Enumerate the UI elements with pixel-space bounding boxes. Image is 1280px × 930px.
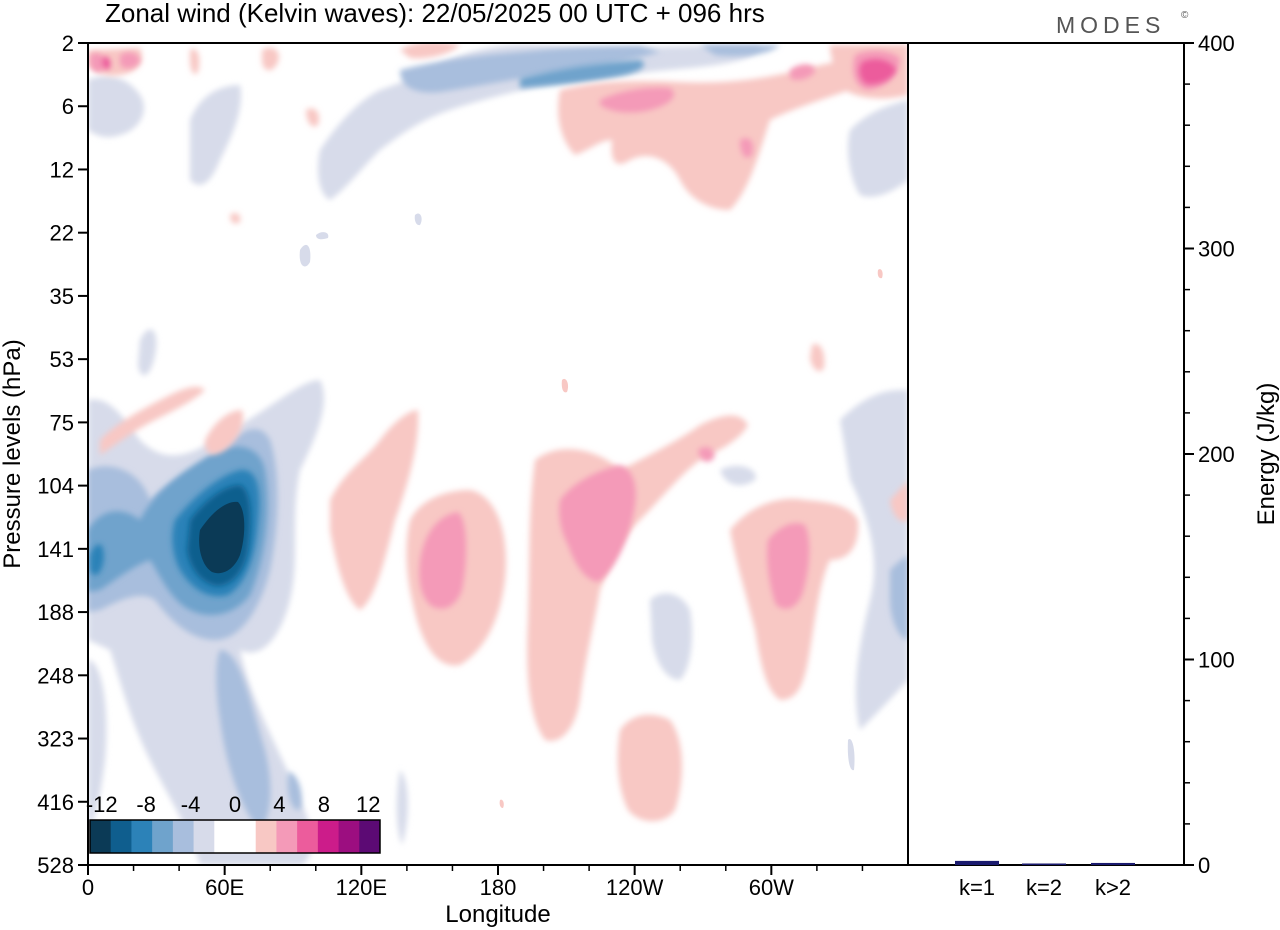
energy-bar [1022, 863, 1066, 865]
colorbar-swatch [297, 820, 319, 853]
colorbar-swatch [131, 820, 153, 853]
energy-tick-label: 400 [1198, 31, 1235, 56]
y-tick-label: 53 [50, 347, 74, 372]
colorbar-swatch [359, 820, 381, 853]
y-tick-label: 6 [62, 94, 74, 119]
y-tick-label: 104 [37, 474, 74, 499]
energy-bars [955, 860, 1135, 865]
colorbar: -12 -8 -4 0 4 8 12 [86, 792, 381, 854]
logo-text: MODES [1056, 12, 1165, 38]
pos-strong-regions [102, 56, 896, 85]
y-tick-label: 248 [37, 663, 74, 688]
colorbar-label: 12 [356, 792, 380, 817]
energy-category-label: k=2 [1026, 875, 1062, 900]
energy-category-label: k>2 [1095, 875, 1131, 900]
energy-tick-label: 300 [1198, 237, 1235, 262]
y-tick-label: 416 [37, 790, 74, 815]
y-tick-label: 35 [50, 284, 74, 309]
energy-category-label: k=1 [959, 875, 995, 900]
colorbar-swatch [276, 820, 298, 853]
logo-mark: © [1181, 10, 1189, 21]
y-tick-label: 2 [62, 31, 74, 56]
small-features [299, 213, 855, 771]
colorbar-label: 4 [273, 792, 285, 817]
colorbar-swatch [90, 820, 112, 853]
neg-core [199, 501, 245, 574]
contour-field [88, 43, 908, 865]
small-pos-features [499, 269, 883, 808]
colorbar-swatch [214, 820, 236, 853]
y-tick-label: 323 [37, 727, 74, 752]
pressure-axis: 2 6 12 22 35 53 75 104 141 188 248 323 416 528 [37, 31, 88, 878]
colorbar-swatch [235, 820, 257, 853]
colorbar-label: 8 [318, 792, 330, 817]
y-tick-label: 188 [37, 600, 74, 625]
colorbar-label: -12 [86, 792, 118, 817]
colorbar-swatch [172, 820, 195, 853]
colorbar-swatch [110, 820, 132, 853]
energy-bar [955, 860, 999, 865]
x-tick-label: 60W [749, 875, 794, 900]
x-tick-label: 120W [606, 875, 664, 900]
energy-plot-frame [907, 42, 1185, 866]
colorbar-frame [89, 819, 381, 854]
y-tick-label: 22 [50, 221, 74, 246]
energy-axis-label: Energy (J/kg) [1253, 383, 1280, 526]
x-tick-label: 0 [82, 875, 94, 900]
longitude-axis: 0 60E 120E 180 120W 60W [82, 865, 864, 900]
energy-tick-label: 0 [1198, 853, 1210, 878]
colorbar-swatch [317, 820, 340, 853]
energy-tick-label: 100 [1198, 648, 1235, 673]
colorbar-swatch [338, 820, 360, 853]
colorbar-swatch [152, 820, 174, 853]
x-axis-label: Longitude [445, 901, 550, 928]
y-tick-label: 12 [50, 157, 74, 182]
energy-tick-label: 200 [1198, 442, 1235, 467]
colorbar-label: -8 [136, 792, 156, 817]
energy-axis: 0 100 200 300 400 [1184, 31, 1235, 878]
modes-logo: MODES © [1056, 10, 1189, 38]
y-tick-label: 528 [37, 853, 74, 878]
chart-title: Zonal wind (Kelvin waves): 22/05/2025 00… [105, 0, 765, 28]
x-tick-label: 60E [205, 875, 244, 900]
colorbar-swatch [255, 820, 277, 853]
energy-categories: k=1 k=2 k>2 [959, 875, 1131, 900]
colorbar-swatch [193, 820, 215, 853]
pos-mid-regions [90, 50, 900, 609]
y-tick-label: 141 [37, 537, 74, 562]
x-tick-label: 120E [336, 875, 387, 900]
energy-bar [1091, 862, 1135, 865]
y-tick-label: 75 [50, 410, 74, 435]
colorbar-label: 0 [229, 792, 241, 817]
colorbar-label: -4 [181, 792, 201, 817]
x-tick-label: 180 [480, 875, 517, 900]
y-axis-label: Pressure levels (hPa) [0, 339, 26, 568]
